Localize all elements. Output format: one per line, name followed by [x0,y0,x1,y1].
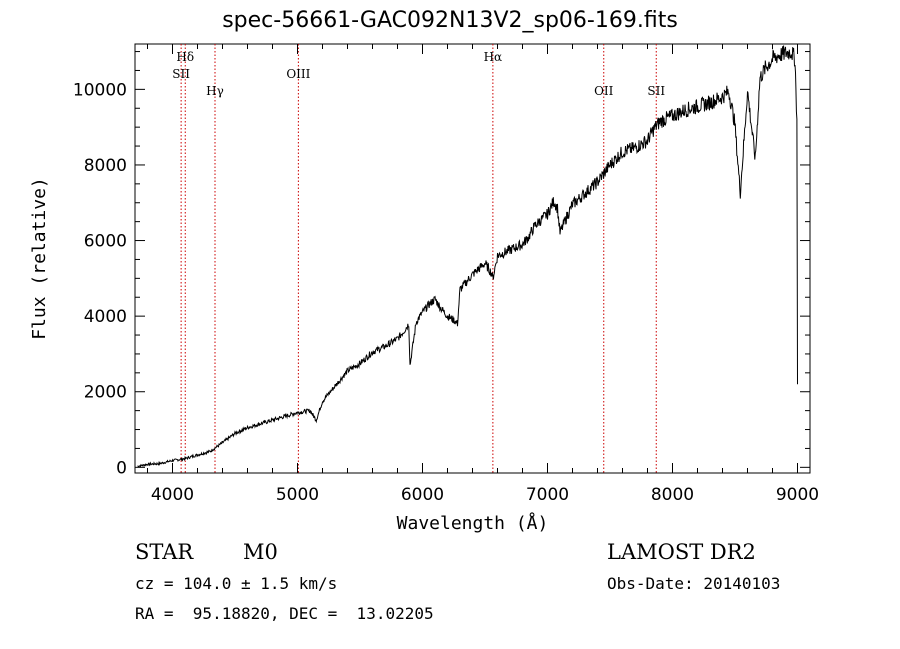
x-tick-label: 7000 [526,485,569,505]
y-tick-label: 8000 [84,156,127,176]
y-axis-label: Flux (relative) [29,177,50,340]
y-tick-label: 2000 [84,383,127,403]
x-tick-label: 5000 [276,485,319,505]
chart-title: spec-56661-GAC092N13V2_sp06-169.fits [222,8,678,33]
spectral-line-label: Hα [484,50,503,64]
y-tick-label: 4000 [84,307,127,327]
object-class: STAR [135,540,194,564]
object-subclass: M0 [243,540,278,564]
spectral-line-label: Hγ [206,84,224,98]
x-tick-label: 9000 [776,485,819,505]
spectral-line-label: Hδ [176,50,194,64]
x-tick-label: 6000 [401,485,444,505]
y-tick-label: 6000 [84,232,127,252]
coordinates-text: RA = 95.18820, DEC = 13.02205 [135,604,434,623]
redshift-text: cz = 104.0 ± 1.5 km/s [135,574,338,593]
spectrum-line [137,45,798,468]
y-tick-label: 10000 [73,80,127,100]
spectral-line-label: SII [172,67,190,81]
spectral-line-label: SII [647,84,665,98]
x-tick-label: 8000 [651,485,694,505]
spectral-line-label: OII [594,84,614,98]
y-tick-label: 0 [116,458,127,478]
x-axis-label: Wavelength (Å) [397,512,549,534]
plot-frame [134,43,811,474]
obs-date-text: Obs-Date: 20140103 [607,574,781,593]
survey-label: LAMOST DR2 [607,540,756,564]
spectral-line-label: OIII [286,67,310,81]
x-tick-label: 4000 [151,485,194,505]
